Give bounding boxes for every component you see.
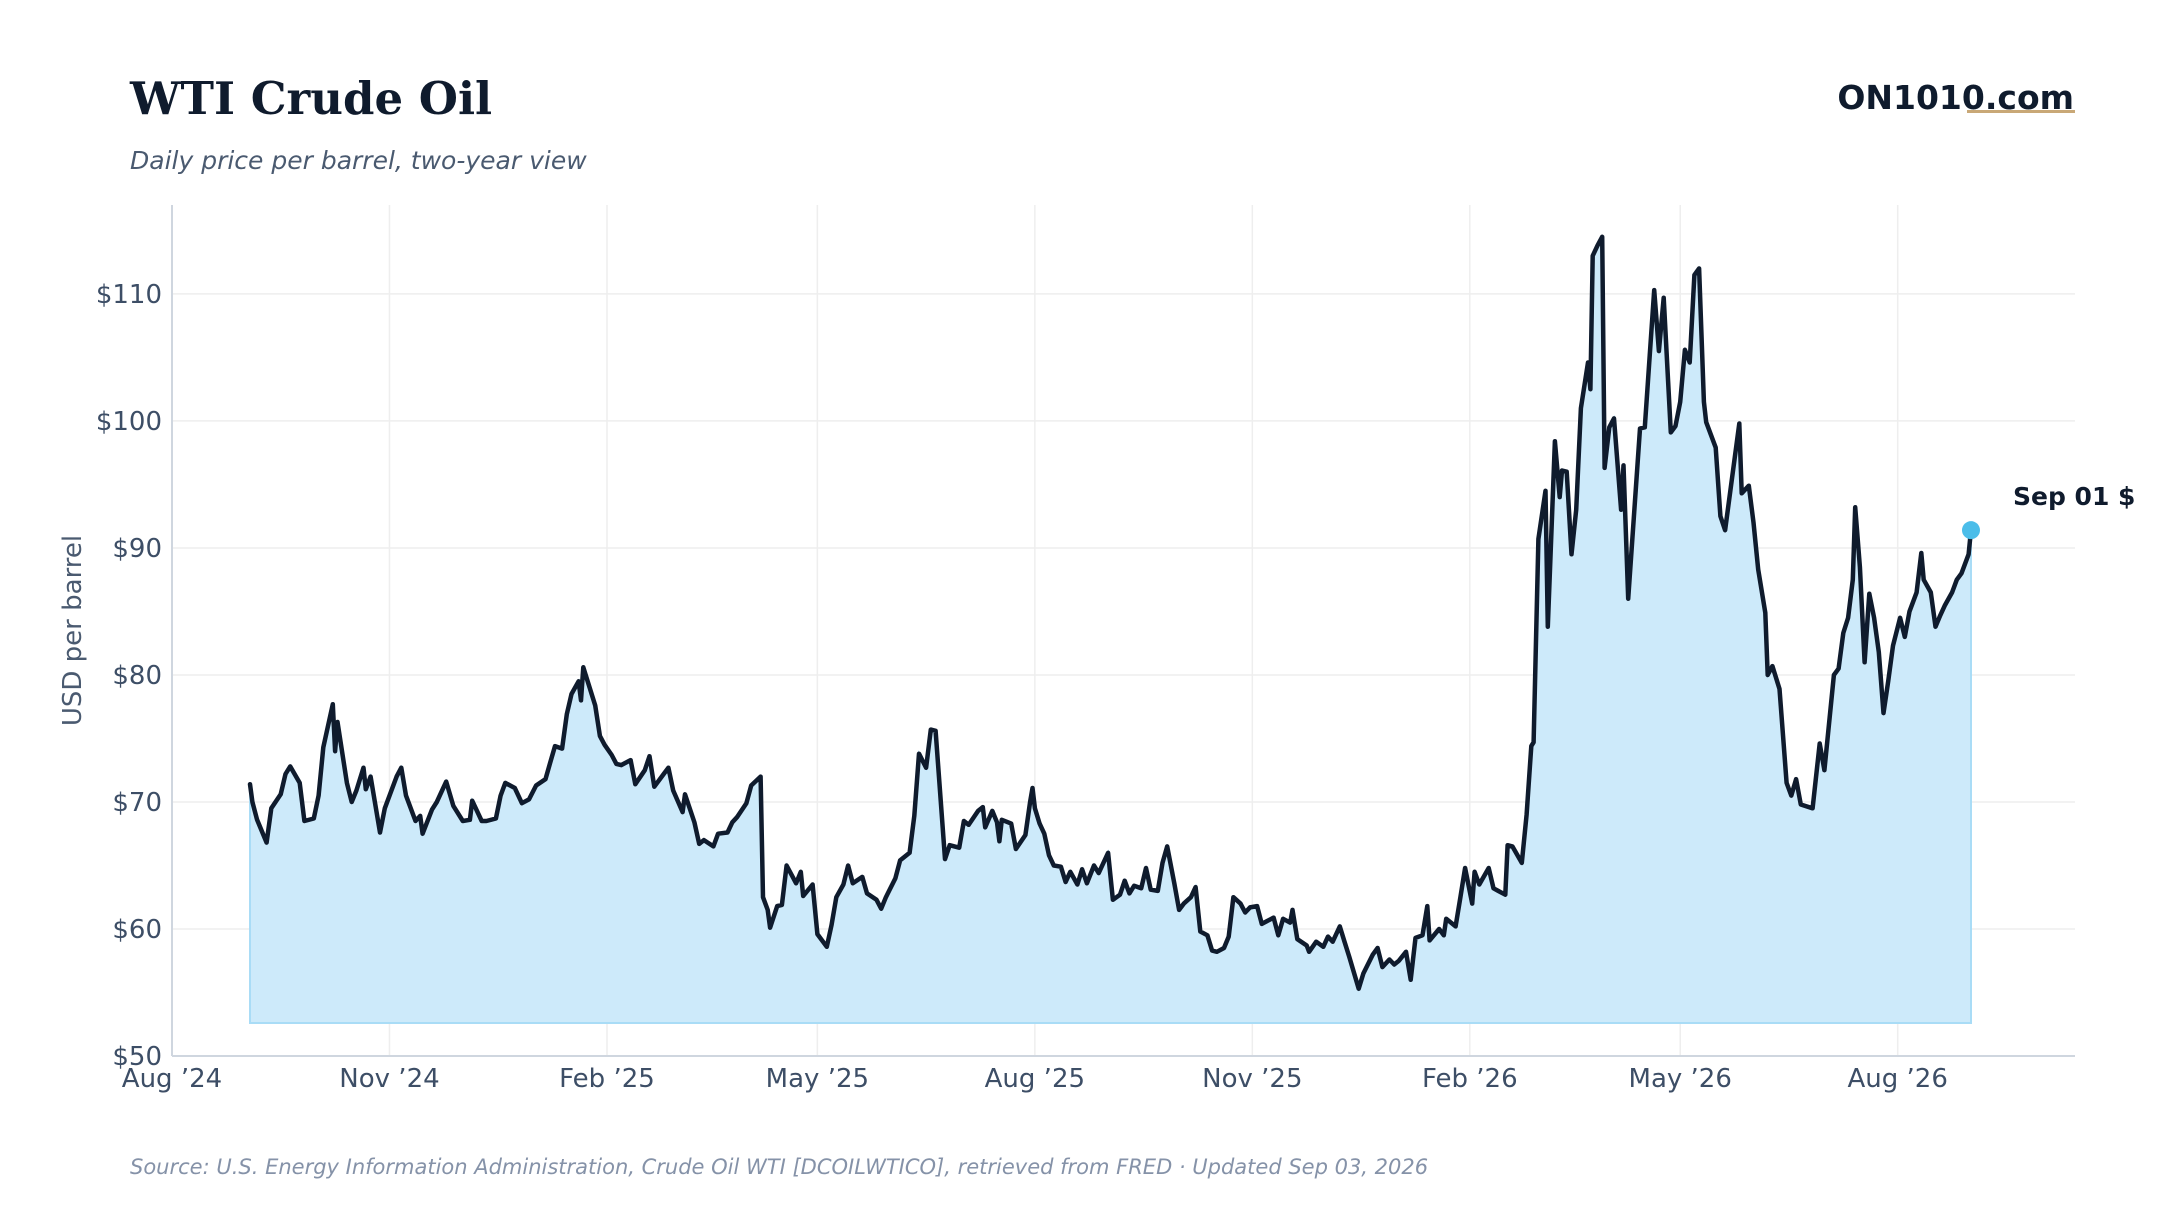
- x-tick-label: May ’26: [1629, 1064, 1732, 1094]
- y-tick-label: $60: [112, 915, 162, 945]
- price-area: [249, 236, 1972, 1024]
- source-note: Source: U.S. Energy Information Administ…: [130, 1155, 1429, 1179]
- brand-underline: [1967, 110, 2075, 113]
- y-tick-label: $90: [112, 534, 162, 564]
- latest-callout: Sep 01 $: [1961, 482, 2135, 540]
- axes: [171, 205, 2075, 1057]
- x-tick-label: Aug ’24: [122, 1064, 222, 1094]
- latest-point-marker: [1961, 521, 1980, 540]
- x-tick-label: Nov ’25: [1202, 1064, 1302, 1094]
- y-tick-label: $100: [96, 407, 162, 437]
- x-tick-label: Feb ’25: [559, 1064, 655, 1094]
- x-tick-label: Aug ’25: [985, 1064, 1085, 1094]
- y-tick-label: $80: [112, 661, 162, 691]
- chart-title: WTI Crude Oil: [130, 72, 493, 125]
- x-tick-label: May ’25: [766, 1064, 869, 1094]
- x-tick-label: Aug ’26: [1848, 1064, 1948, 1094]
- price-area-fill: [249, 236, 1972, 1024]
- tick-labels: $50 $60 $70 $80 $90 $100 $110 Aug ’24 Nov ’24 Feb…: [58, 280, 1948, 1094]
- chart-subtitle: Daily price per barrel, two-year view: [130, 146, 587, 175]
- y-tick-label: $50: [112, 1042, 162, 1072]
- y-tick-label: $70: [112, 788, 162, 818]
- price-line: [247, 234, 1974, 991]
- price-series-line: [247, 234, 1974, 991]
- y-tick-label: $110: [96, 280, 162, 310]
- latest-point-label: Sep 01 $: [2013, 482, 2135, 511]
- x-tick-label: Nov ’24: [339, 1064, 439, 1094]
- x-tick-label: Feb ’26: [1422, 1064, 1518, 1094]
- y-axis-title: USD per barrel: [58, 535, 88, 726]
